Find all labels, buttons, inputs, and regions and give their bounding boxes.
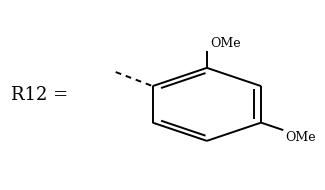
- Text: OMe: OMe: [210, 37, 241, 50]
- Text: OMe: OMe: [285, 131, 316, 144]
- Text: R12 =: R12 =: [11, 86, 68, 104]
